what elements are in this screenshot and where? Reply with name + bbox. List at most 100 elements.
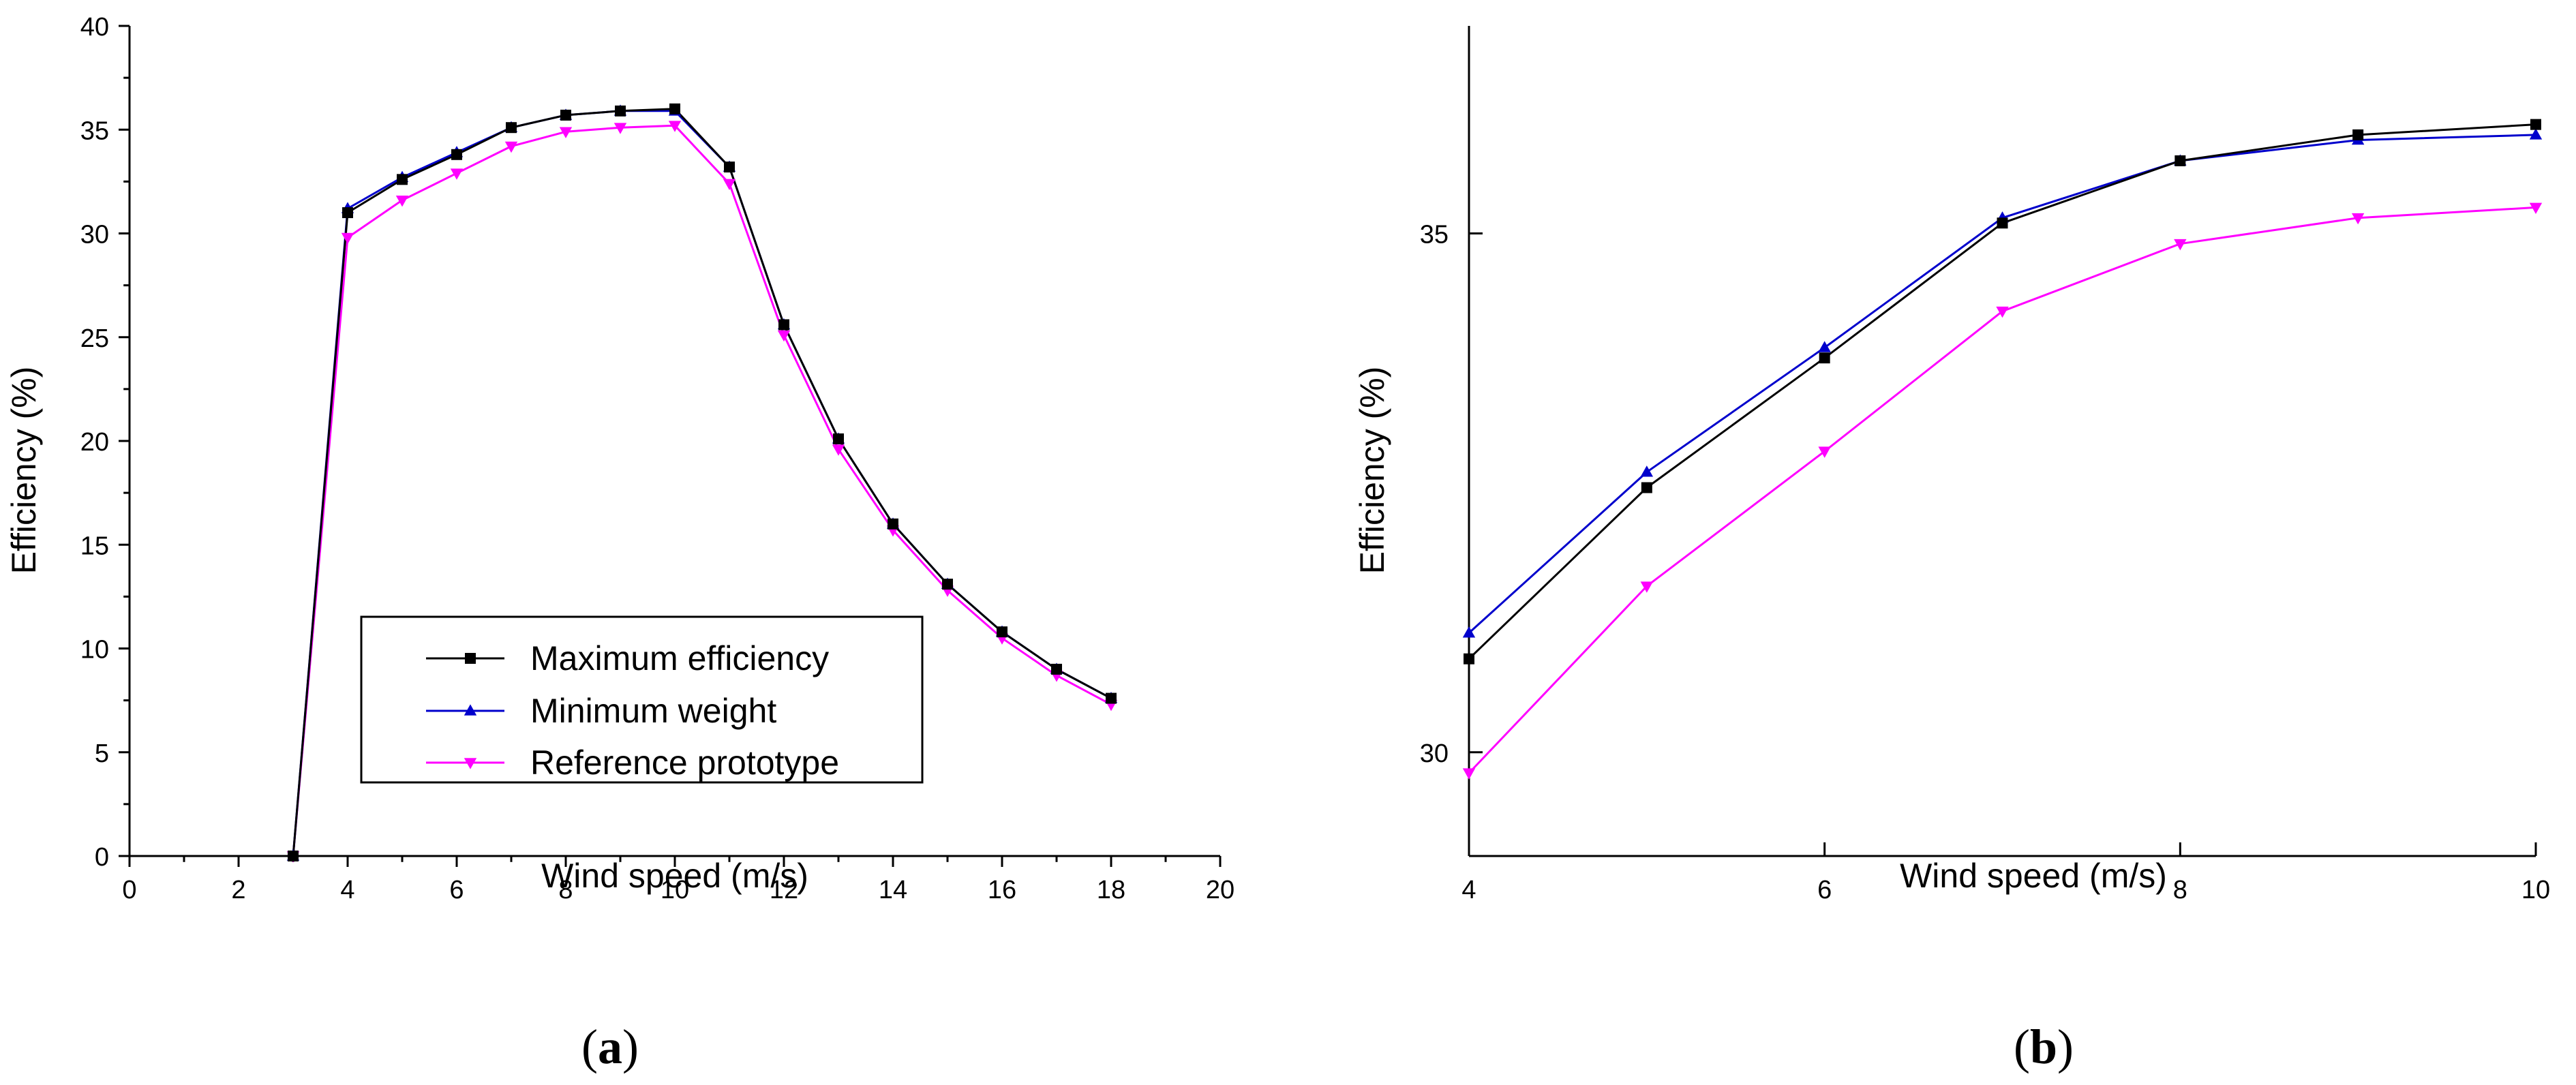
x-axis-title: Wind speed (m/s): [541, 857, 808, 895]
x-tick-label: 10: [2521, 876, 2550, 904]
panel-label-a: (a): [581, 1020, 639, 1074]
data-point-minimum-weight: [1640, 465, 1654, 477]
data-point-reference-prototype: [723, 179, 736, 191]
series-lines: [292, 108, 1112, 857]
x-tick-label: 8: [558, 876, 573, 904]
x-tick-label: 18: [1097, 876, 1125, 904]
data-point-minimum-weight: [1462, 626, 1476, 638]
series-line-maximum-efficiency: [1468, 123, 2536, 660]
x-tick-label: 4: [1461, 876, 1476, 904]
data-point-maximum-efficiency: [2530, 119, 2541, 130]
data-point-maximum-efficiency: [1997, 217, 2008, 229]
legend-box: [360, 615, 924, 784]
data-point-maximum-efficiency: [288, 851, 299, 861]
y-tick-label: 35: [80, 117, 109, 145]
y-tick-label: 35: [1420, 221, 1449, 249]
tick-labels: 4 6 8 10 30 35: [1420, 221, 2550, 905]
tick-labels: 0 2 4 6 8 10 12 14 16 18 20 0 5 10 15 20 25 30 35 40: [80, 13, 1234, 904]
data-point-reference-prototype: [2174, 239, 2187, 251]
x-tick-label: 2: [231, 876, 245, 904]
data-point-maximum-efficiency: [451, 149, 462, 160]
x-tick-label: 8: [2173, 876, 2187, 904]
legend-label-maximum-efficiency: Maximum efficiency: [530, 639, 829, 677]
data-point-reference-prototype: [559, 127, 573, 138]
data-point-reference-prototype: [613, 123, 627, 134]
data-point-reference-prototype: [832, 444, 845, 456]
data-point-maximum-efficiency: [888, 518, 898, 530]
data-point-reference-prototype: [668, 121, 682, 132]
data-point-maximum-efficiency: [778, 319, 789, 331]
data-point-reference-prototype: [1640, 581, 1654, 593]
data-point-maximum-efficiency: [1106, 692, 1117, 704]
data-point-maximum-efficiency: [2352, 129, 2364, 140]
chart-panel-b: 4 6 8 10 30 35 Wind speed (m/s) Efficiency (%…: [1353, 26, 2550, 1074]
data-point-reference-prototype: [2529, 202, 2543, 215]
x-tick-label: 20: [1206, 876, 1234, 904]
y-tick-label: 25: [80, 324, 109, 353]
data-point-maximum-efficiency: [2175, 155, 2186, 166]
axes-frame: [1468, 26, 2536, 857]
data-point-minimum-weight: [2529, 128, 2543, 140]
legend-marker-minimum-weight: [464, 704, 477, 716]
data-point-maximum-efficiency: [833, 433, 844, 444]
x-axis-title: Wind speed (m/s): [1900, 857, 2167, 895]
data-point-reference-prototype: [395, 195, 409, 207]
data-point-maximum-efficiency: [342, 207, 353, 219]
series-line-minimum-weight: [1468, 134, 2536, 634]
data-point-maximum-efficiency: [942, 579, 953, 590]
data-point-maximum-efficiency: [669, 103, 680, 114]
y-tick-label: 10: [80, 636, 109, 664]
data-point-maximum-efficiency: [1464, 653, 1474, 664]
series-line-maximum-efficiency: [292, 108, 1112, 857]
data-point-maximum-efficiency: [997, 626, 1007, 638]
data-point-reference-prototype: [450, 168, 464, 180]
panel-letter-a: a: [598, 1020, 622, 1074]
legend-label-reference-prototype: Reference prototype: [530, 744, 839, 782]
data-point-reference-prototype: [777, 330, 791, 342]
legend-items: [426, 653, 504, 769]
data-point-maximum-efficiency: [724, 162, 735, 173]
data-point-maximum-efficiency: [397, 174, 408, 185]
x-tick-label: 0: [122, 876, 136, 904]
panel-letter-b: b: [2030, 1020, 2057, 1074]
data-point-maximum-efficiency: [506, 122, 517, 134]
y-tick-label: 5: [95, 739, 109, 768]
y-axis-title: Efficiency (%): [1353, 367, 1391, 575]
data-point-reference-prototype: [1818, 446, 1831, 458]
y-tick-label: 40: [80, 13, 109, 42]
series-line-reference-prototype: [292, 124, 1112, 857]
data-point-maximum-efficiency: [560, 109, 571, 121]
series-line-reference-prototype: [1468, 206, 2536, 774]
data-point-reference-prototype: [1462, 768, 1476, 780]
panel-label-b: (b): [2014, 1020, 2074, 1074]
data-point-maximum-efficiency: [1051, 663, 1062, 675]
data-point-maximum-efficiency: [1819, 352, 1830, 364]
x-tick-label: 6: [1817, 876, 1832, 904]
legend-marker-maximum-efficiency: [465, 653, 476, 664]
y-tick-label: 15: [80, 532, 109, 560]
legend-label-minimum-weight: Minimum weight: [530, 692, 776, 730]
series-markers: [286, 103, 1118, 863]
legend-marker-reference-prototype: [464, 758, 477, 769]
x-tick-label: 6: [449, 876, 464, 904]
data-point-reference-prototype: [504, 141, 518, 153]
y-axis-title: Efficiency (%): [5, 367, 43, 575]
series-markers: [1462, 119, 2543, 780]
data-point-reference-prototype: [341, 232, 354, 245]
legend: Maximum efficiency Minimum weight Refere…: [360, 615, 924, 784]
data-point-reference-prototype: [1996, 306, 2009, 318]
tick-marks: [1468, 232, 2537, 856]
x-tick-label: 16: [988, 876, 1016, 904]
y-tick-label: 20: [80, 428, 109, 457]
x-tick-label: 12: [770, 876, 798, 904]
data-point-maximum-efficiency: [1641, 482, 1652, 493]
x-tick-label: 10: [661, 876, 689, 904]
chart-panel-a: 0 2 4 6 8 10 12 14 16 18 20 0 5 10 15 20 25 30 35 40 Wind s…: [5, 13, 1234, 1074]
x-tick-label: 4: [340, 876, 354, 904]
y-tick-label: 30: [1420, 739, 1449, 768]
y-tick-label: 30: [80, 221, 109, 249]
data-point-minimum-weight: [1818, 341, 1831, 352]
data-point-reference-prototype: [2351, 213, 2365, 225]
x-tick-label: 14: [879, 876, 907, 904]
